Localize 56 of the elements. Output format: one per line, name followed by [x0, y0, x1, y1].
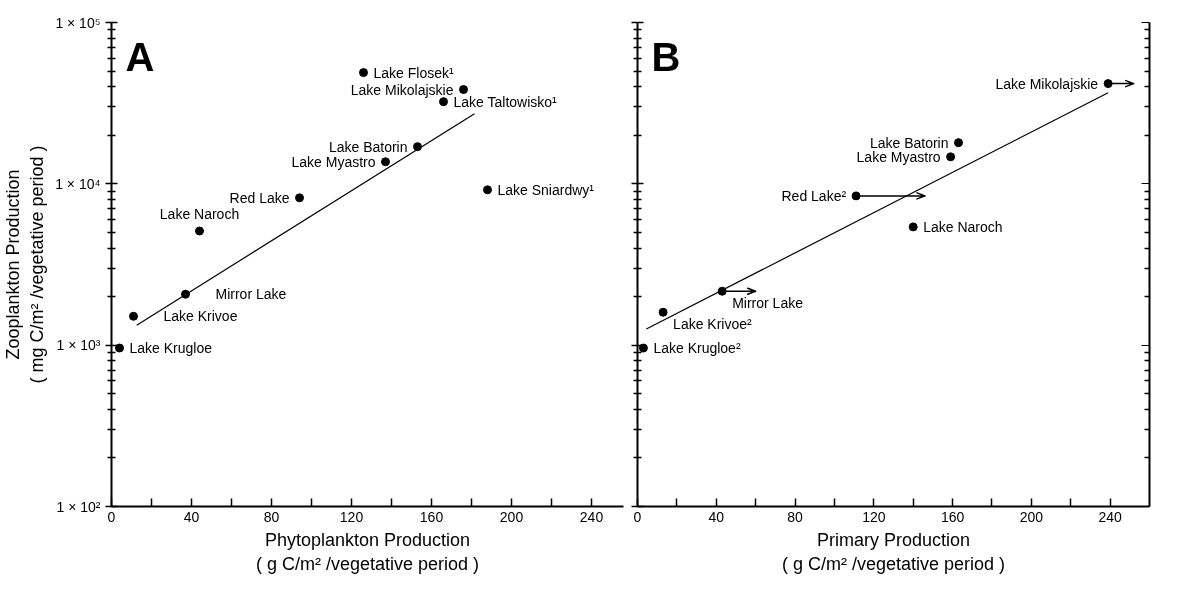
x-tick-label: 160: [940, 508, 965, 525]
annotation: Lake Naroch: [159, 206, 240, 223]
point: [195, 226, 204, 236]
x-tick-label: 40: [183, 508, 200, 525]
point: [381, 157, 390, 167]
point: [115, 343, 124, 353]
chart-title: A: [125, 34, 155, 79]
point: [413, 142, 422, 152]
annotation: Lake Krugloe: [129, 340, 213, 357]
y-tick-label: 1 × 10⁴: [55, 175, 101, 192]
point: [129, 311, 138, 321]
x-tick-label: 200: [499, 508, 524, 525]
point: [908, 222, 918, 232]
annotation: Red Lake²: [781, 187, 847, 204]
x-tick-label: 160: [419, 508, 444, 525]
x-tick-label: 0: [633, 508, 642, 525]
x-axis-title: Phytoplankton Production ( g C/m² /vegetative period ): [255, 529, 480, 574]
x-tick-label: 240: [579, 508, 604, 525]
x-axis-title: Primary Production ( g C/m² /vegetative period ): [781, 529, 1006, 574]
point: [658, 307, 668, 317]
annotation: Lake Krivoe: [163, 308, 238, 325]
annotation: Lake Krugloe²: [653, 340, 741, 357]
annotation: Lake Batorin: [328, 138, 408, 155]
annotation: Mirror Lake: [215, 286, 287, 303]
annotation: Lake Naroch: [923, 218, 1003, 235]
x-tick-label: 40: [708, 508, 725, 525]
annotation: Lake Flosek¹: [373, 64, 454, 81]
annotation: Red Lake: [229, 189, 290, 206]
annotation: Lake Myastro: [856, 148, 941, 165]
annotation: Lake Myastro: [291, 153, 376, 170]
x-tick-label: 120: [339, 508, 364, 525]
annotation: Lake Batorin: [869, 134, 949, 151]
point: [483, 185, 492, 195]
chart-title: B: [651, 34, 681, 79]
x-tick-label: 80: [787, 508, 804, 525]
x-tick-label: 80: [263, 508, 280, 525]
point: [953, 138, 963, 148]
point: [459, 85, 468, 95]
x-tick-label: 200: [1019, 508, 1044, 525]
annotation: Lake Sniardwy¹: [497, 181, 595, 198]
annotation: Mirror Lake: [732, 295, 804, 312]
x-tick-label: 120: [862, 508, 886, 525]
x-tick-label: 240: [1098, 508, 1123, 525]
point: [359, 68, 368, 78]
annotation: Lake Krivoe²: [673, 316, 753, 333]
annotation: Lake Mikolajskie: [350, 81, 454, 98]
y-tick-label: 1 × 10³: [56, 337, 101, 354]
y-tick-label: 1 × 10⁵: [55, 14, 101, 31]
y-axis-title: Zooplankton Production ( mg C/m² /vegetative period ): [3, 145, 48, 384]
point: [946, 152, 956, 162]
point: [1103, 79, 1113, 89]
y-tick-label: 1 × 10²: [56, 498, 101, 515]
annotation: Lake Mikolajskie: [995, 75, 1099, 92]
x-tick-label: 0: [107, 508, 116, 525]
point: [295, 193, 304, 203]
annotation: Lake Taltowisko¹: [453, 93, 558, 110]
